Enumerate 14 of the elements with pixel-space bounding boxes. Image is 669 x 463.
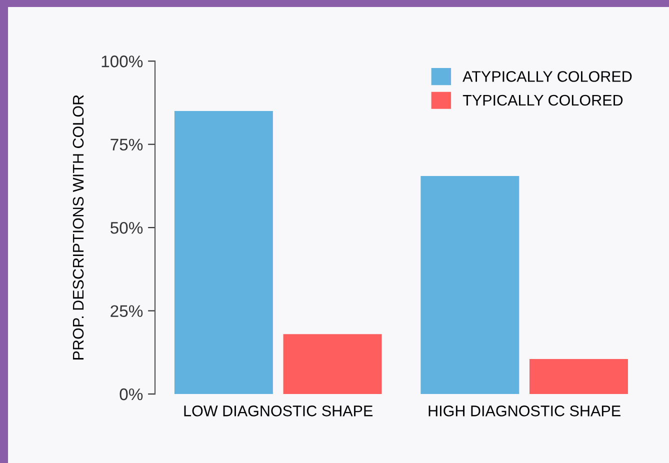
y-tick-label: 75% bbox=[110, 138, 143, 151]
legend-label: ATYPICALLY COLORED bbox=[462, 71, 632, 82]
y-tick-label: 25% bbox=[110, 305, 143, 317]
bar bbox=[174, 111, 273, 394]
bar bbox=[420, 176, 520, 394]
y-tick-label: 0% bbox=[120, 388, 143, 400]
y-tick-label: 50% bbox=[110, 222, 143, 234]
x-tick-label: LOW DIAGNOSTIC SHAPE bbox=[184, 406, 373, 416]
y-axis-title: PROP. DESCRIPTIONS WITH COLOR bbox=[72, 95, 84, 360]
x-tick-label: HIGH DIAGNOSTIC SHAPE bbox=[428, 406, 620, 416]
bar bbox=[283, 334, 382, 394]
y-tick-label: 100% bbox=[102, 56, 143, 68]
legend-label: TYPICALLY COLORED bbox=[462, 94, 623, 106]
bar bbox=[529, 359, 628, 394]
